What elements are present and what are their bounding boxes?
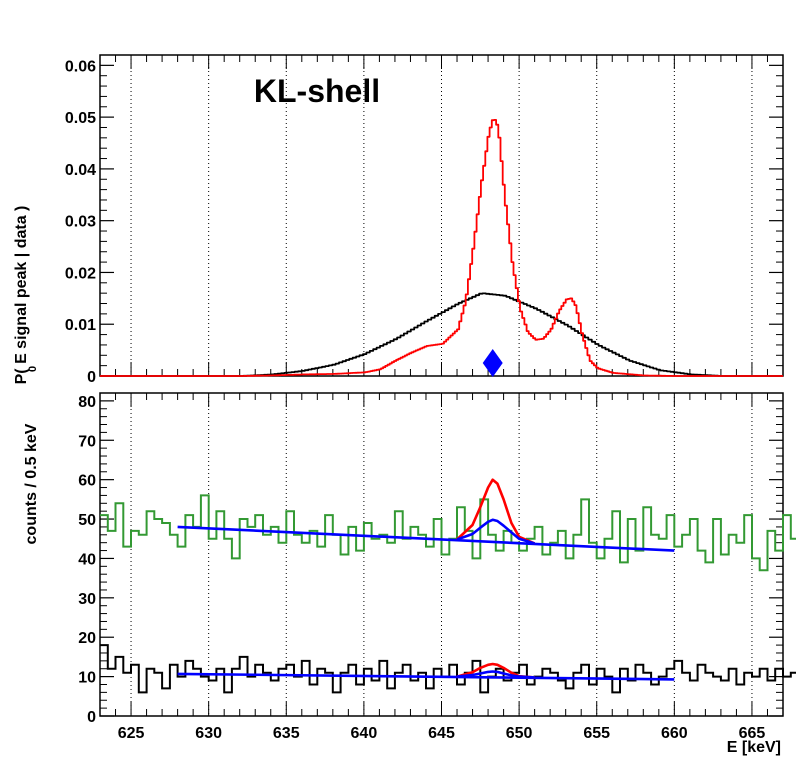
x-tick-label: 645 bbox=[428, 725, 455, 742]
top-y-axis-title: P( E signal peak | data ) 0 bbox=[13, 206, 39, 385]
x-tick-label: 655 bbox=[583, 725, 610, 742]
top-ytick-label: 0 bbox=[87, 369, 96, 386]
series-posterior-(red) bbox=[100, 119, 783, 377]
bottom-ytick-label: 80 bbox=[78, 394, 96, 411]
series-signal-fit bbox=[456, 478, 536, 545]
chart-title: KL-shell bbox=[254, 73, 380, 109]
top-ytick-label: 0.02 bbox=[65, 265, 96, 282]
histogram-lower bbox=[100, 644, 796, 694]
svg-text:P( E signal peak | data ): P( E signal peak | data ) bbox=[13, 206, 30, 385]
top-ytick-label: 0.03 bbox=[65, 214, 96, 231]
series-posterior-fit bbox=[456, 670, 535, 679]
posterior-panel: 0 0.01 0.02 0.03 0.04 0.05 0.06 bbox=[65, 54, 784, 386]
bottom-ytick-label: 40 bbox=[78, 551, 96, 568]
bottom-y-axis-title: counts / 0.5 keV bbox=[23, 423, 40, 544]
bottom-ytick-label: 30 bbox=[78, 591, 96, 608]
top-ytick-label: 0.01 bbox=[65, 317, 96, 334]
e0-marker bbox=[482, 349, 503, 378]
top-ytick-label: 0.04 bbox=[65, 162, 96, 179]
bottom-ytick-label: 50 bbox=[78, 512, 96, 529]
bottom-ytick-label: 70 bbox=[78, 433, 96, 450]
x-tick-label: 650 bbox=[506, 725, 533, 742]
histogram-upper bbox=[100, 494, 796, 572]
x-tick-label: 665 bbox=[739, 725, 766, 742]
x-tick-label: 625 bbox=[118, 725, 145, 742]
series-background-fit bbox=[177, 525, 675, 552]
top-ytick-label: 0.06 bbox=[65, 58, 96, 75]
top-ylabel-subscript: 0 bbox=[27, 366, 39, 372]
x-tick-label: 640 bbox=[351, 725, 378, 742]
bottom-ytick-label: 0 bbox=[87, 709, 96, 726]
spectrum-panel: 0 10 20 30 40 50 60 70 80 625 630 635 640 645 650 655 66… bbox=[78, 392, 796, 742]
x-tick-label: 660 bbox=[661, 725, 688, 742]
x-tick-label: 635 bbox=[273, 725, 300, 742]
x-axis-title: E [keV] bbox=[727, 739, 781, 756]
series-prior-(black) bbox=[100, 292, 783, 377]
bottom-ytick-label: 20 bbox=[78, 630, 96, 647]
series-signal-fit bbox=[456, 662, 535, 679]
series-posterior-fit bbox=[456, 518, 535, 545]
x-tick-label: 630 bbox=[195, 725, 222, 742]
bottom-ytick-label: 10 bbox=[78, 670, 96, 687]
top-ylabel-text: P( E signal peak | data ) bbox=[13, 206, 30, 385]
top-ytick-label: 0.05 bbox=[65, 110, 96, 127]
bottom-ytick-label: 60 bbox=[78, 473, 96, 490]
series-background-fit bbox=[177, 672, 675, 681]
